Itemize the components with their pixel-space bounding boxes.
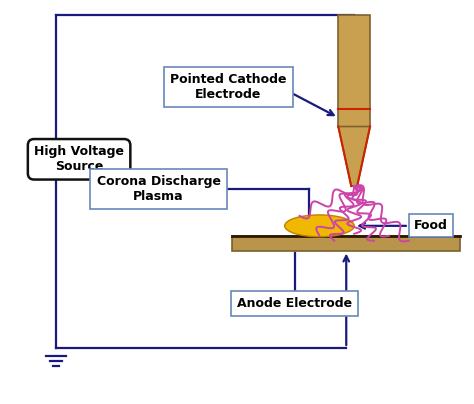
Ellipse shape	[285, 215, 354, 237]
Text: Food: Food	[414, 219, 447, 232]
Text: Pointed Cathode
Electrode: Pointed Cathode Electrode	[170, 73, 286, 101]
Text: High Voltage
Source: High Voltage Source	[34, 145, 124, 173]
Bar	[338, 15, 370, 126]
Text: Anode Electrode: Anode Electrode	[237, 297, 352, 310]
Polygon shape	[338, 126, 370, 186]
Bar	[232, 236, 460, 250]
Text: Corona Discharge
Plasma: Corona Discharge Plasma	[97, 175, 220, 203]
